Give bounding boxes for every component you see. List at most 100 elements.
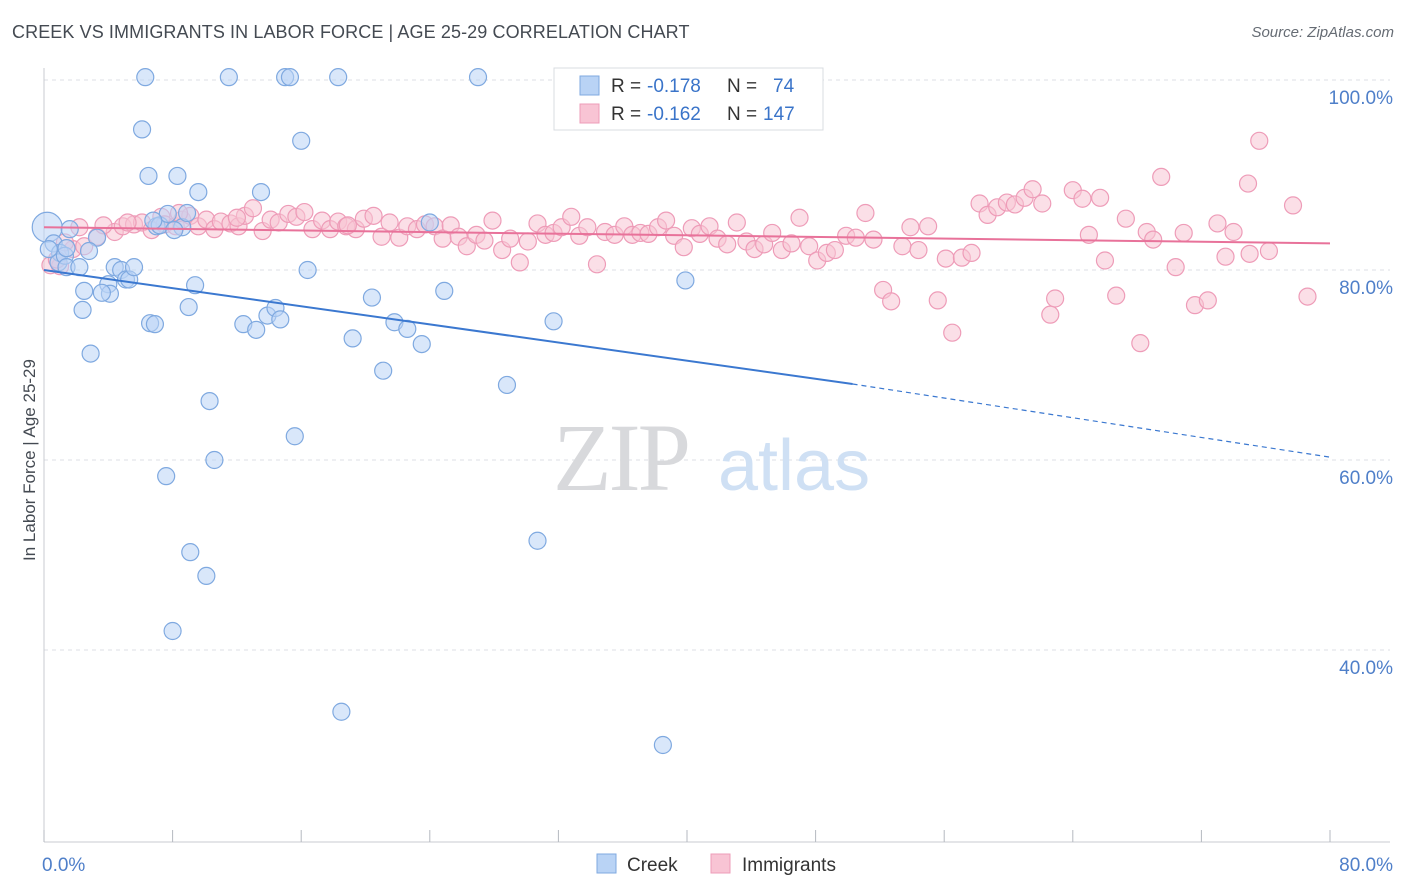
imm-point — [380, 213, 399, 232]
imm-point — [1073, 189, 1092, 208]
imm-point — [909, 240, 928, 260]
creek-trend-extension — [852, 383, 1331, 458]
bottom-legend: Creek Immigrants — [596, 853, 836, 876]
creek-point — [139, 166, 158, 186]
imm-point — [727, 213, 746, 232]
creek-points — [31, 68, 774, 755]
legend-creek-n-value: 74 — [773, 76, 795, 97]
imm-point — [587, 255, 607, 274]
imm-point — [928, 291, 947, 310]
imm-point — [1046, 289, 1065, 308]
creek-point — [177, 203, 197, 223]
legend-imm-r-value: -0.162 — [647, 104, 701, 125]
tick-labels: 100.0% 80.0% 60.0% 40.0% 0.0% 80.0% — [42, 88, 1393, 876]
imm-point — [674, 238, 693, 257]
imm-point — [1240, 244, 1259, 263]
imm-trend-line — [43, 226, 1331, 245]
creek-point — [189, 183, 208, 202]
creek-point — [292, 131, 311, 150]
legend-creek-r-value: -0.178 — [647, 76, 701, 97]
creek-point — [544, 312, 563, 331]
imm-point — [936, 249, 955, 268]
creek-point — [136, 68, 155, 87]
y-tick-label: 60.0% — [1339, 468, 1393, 489]
imm-point — [962, 243, 981, 262]
creek-point — [329, 68, 348, 87]
legend-box: R = -0.178 N = 74 R = -0.162 N = 147 — [553, 67, 824, 131]
creek-point — [157, 467, 176, 486]
creek-point — [60, 220, 79, 239]
creek-point — [87, 228, 107, 247]
bottom-legend-creek-label: Creek — [627, 855, 678, 876]
creek-point — [57, 239, 76, 258]
imm-point — [1298, 287, 1317, 306]
trend-lines — [43, 226, 1331, 458]
imm-point — [1041, 305, 1060, 324]
imm-point — [782, 234, 801, 253]
imm-point — [118, 213, 137, 232]
imm-point — [1238, 174, 1258, 193]
creek-point — [79, 241, 99, 261]
imm-point — [1250, 131, 1269, 150]
imm-point — [856, 203, 875, 223]
imm-point — [483, 211, 502, 230]
source-label: Source: ZipAtlas.com — [1251, 24, 1394, 41]
imm-point — [1198, 291, 1217, 310]
legend-imm-r-label: R = — [611, 104, 641, 125]
imm-point — [1144, 230, 1163, 249]
legend-imm-n-label: N = — [727, 104, 757, 125]
x-tick-label: 80.0% — [1339, 855, 1393, 876]
imm-point — [1107, 286, 1126, 305]
imm-point — [1208, 214, 1227, 233]
imm-point — [657, 211, 676, 230]
creek-point — [186, 276, 205, 295]
imm-point — [227, 208, 246, 227]
imm-point — [825, 240, 844, 260]
imm-point — [1131, 334, 1150, 353]
creek-point — [374, 361, 393, 380]
axes — [43, 68, 1390, 843]
imm-point — [475, 231, 494, 250]
creek-point — [73, 300, 92, 319]
watermark-zip: ZIP — [553, 404, 688, 511]
imm-point — [790, 208, 809, 227]
creek-point — [435, 281, 454, 300]
creek-trend-line — [43, 269, 853, 385]
watermark-atlas: atlas — [718, 426, 870, 506]
creek-point — [219, 68, 238, 87]
imm-point — [243, 199, 263, 218]
x-tick-label: 0.0% — [42, 855, 85, 876]
imm-point — [901, 218, 920, 237]
imm-point — [1259, 241, 1279, 261]
imm-point — [364, 206, 383, 225]
imm-point — [718, 235, 737, 254]
creek-point — [181, 543, 200, 562]
creek-point — [145, 315, 165, 334]
creek-point — [653, 735, 672, 755]
imm-point — [510, 253, 529, 272]
imm-point — [1174, 223, 1193, 243]
imm-point — [919, 217, 938, 236]
creek-point — [39, 240, 58, 259]
creek-point — [132, 120, 152, 139]
imm-point — [1079, 225, 1098, 244]
creek-point — [251, 183, 271, 202]
y-tick-label: 100.0% — [1329, 88, 1394, 109]
creek-point — [362, 288, 382, 307]
imm-point — [1283, 196, 1303, 215]
creek-point — [343, 329, 362, 348]
watermark: ZIP atlas — [553, 404, 870, 511]
imm-point — [518, 232, 537, 251]
creek-point — [497, 375, 517, 395]
creek-point — [332, 702, 351, 721]
legend-imm-n-value: 147 — [763, 104, 795, 125]
creek-point — [197, 566, 216, 586]
imm-point — [1095, 251, 1115, 270]
imm-point — [1033, 194, 1052, 213]
creek-point — [70, 258, 89, 277]
imm-point — [1152, 167, 1171, 186]
creek-point — [280, 68, 300, 87]
immigrants-points — [41, 131, 1317, 353]
y-tick-label: 80.0% — [1339, 278, 1393, 299]
